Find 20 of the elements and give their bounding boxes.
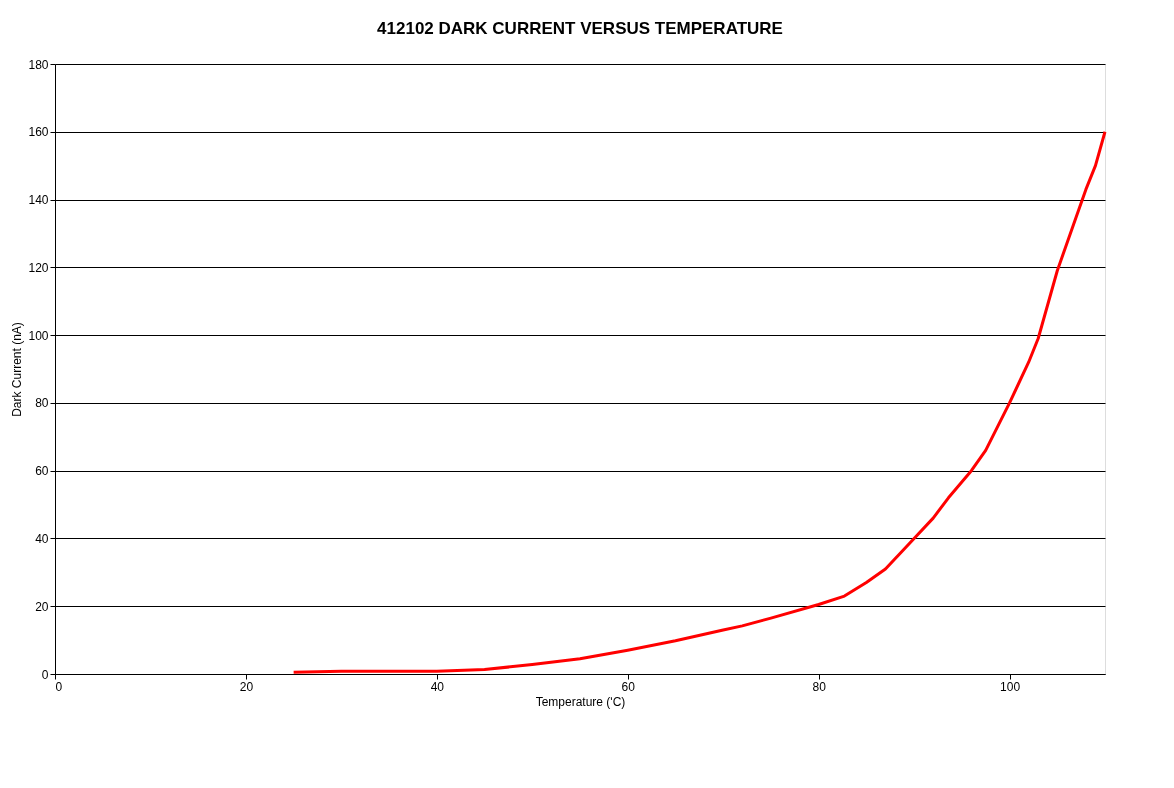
y-tick-label: 120 <box>28 260 49 275</box>
y-tick-label: 140 <box>28 193 49 208</box>
y-tick-label: 160 <box>28 125 49 140</box>
y-tick-label: 20 <box>35 599 49 614</box>
x-axis-title: Temperature (ʹC) <box>535 694 626 709</box>
y-tick-label: 180 <box>28 57 49 72</box>
chart-title: 412102 DARK CURRENT VERSUS TEMPERATURE <box>377 19 783 38</box>
x-tick-label: 0 <box>55 679 63 694</box>
x-tick-label: 60 <box>621 679 636 694</box>
y-tick-label: 80 <box>35 396 49 411</box>
y-tick-label: 60 <box>35 464 49 479</box>
y-tick-label: 100 <box>28 328 49 343</box>
y-tick-label: 40 <box>35 531 49 546</box>
x-tick-label: 100 <box>1000 679 1021 694</box>
x-tick-label: 40 <box>430 679 445 694</box>
x-tick-label: 20 <box>239 679 254 694</box>
y-axis-title: Dark Current (nA) <box>10 322 25 417</box>
y-tick-label: 0 <box>41 667 49 682</box>
x-tick-label: 80 <box>812 679 827 694</box>
line-series <box>292 130 1107 674</box>
